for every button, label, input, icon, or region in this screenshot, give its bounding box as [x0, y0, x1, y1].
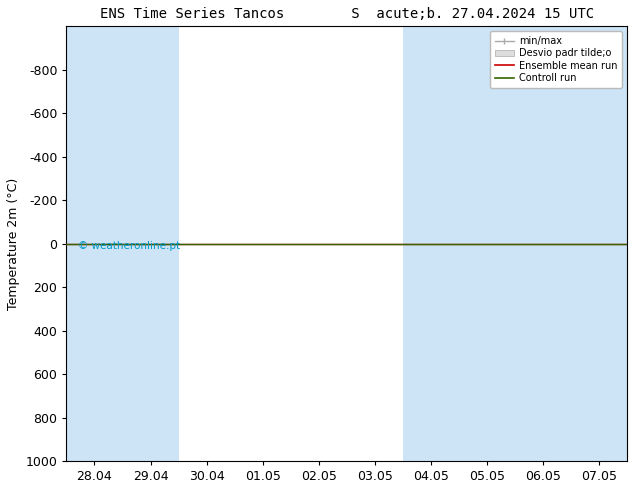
Bar [459, 26, 515, 461]
Legend: min/max, Desvio padr tilde;o, Ensemble mean run, Controll run: min/max, Desvio padr tilde;o, Ensemble m… [489, 31, 622, 88]
Title: ENS Time Series Tancos        S  acute;b. 27.04.2024 15 UTC: ENS Time Series Tancos S acute;b. 27.04.… [100, 7, 594, 21]
Bar [122, 26, 179, 461]
Bar [571, 26, 627, 461]
Text: © weatheronline.pt: © weatheronline.pt [77, 241, 180, 251]
Bar [67, 26, 122, 461]
Y-axis label: Temperature 2m (°C): Temperature 2m (°C) [7, 177, 20, 310]
Bar [515, 26, 571, 461]
Bar [403, 26, 459, 461]
